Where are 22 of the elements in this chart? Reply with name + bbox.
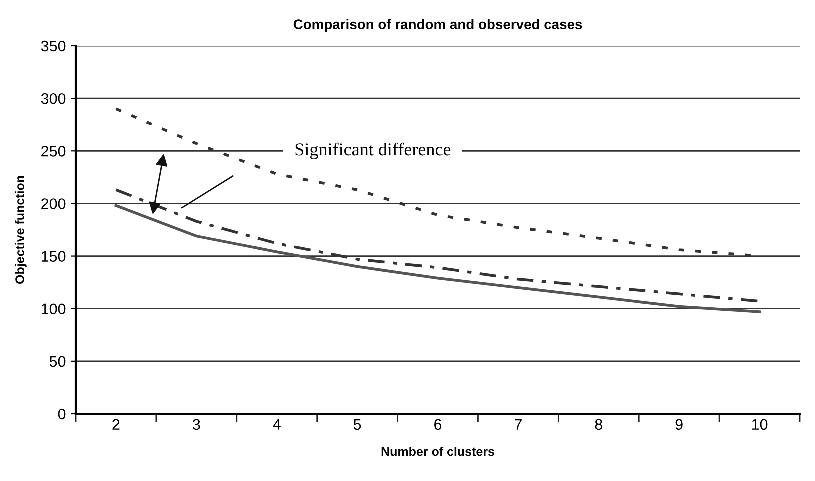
x-tick-label: 10: [752, 419, 768, 430]
x-tick-label: 7: [514, 419, 522, 430]
x-tick-label: 9: [676, 419, 683, 430]
y-tick-label: 200: [42, 198, 66, 210]
line-series: [114, 204, 762, 314]
x-axis-title: Number of clusters: [382, 446, 494, 456]
y-tick-label: 150: [42, 251, 66, 262]
chart-title: Comparison of random and observed cases: [294, 19, 582, 32]
y-tick-label: 350: [41, 40, 66, 52]
x-tick-label: 8: [595, 419, 602, 430]
x-tick-label: 5: [354, 419, 362, 430]
x-tick-label: 2: [112, 419, 120, 430]
y-tick-label: 250: [42, 146, 66, 157]
y-tick-label: 50: [50, 356, 66, 368]
x-tick-label: 3: [193, 419, 200, 430]
annotation: Significant difference: [296, 142, 451, 160]
y-tick-label: 100: [42, 304, 66, 315]
y-axis-title: Objective function: [15, 176, 27, 284]
x-tick-label: 6: [434, 419, 442, 430]
y-tick-label: 300: [41, 93, 66, 104]
x-tick-label: 4: [273, 419, 281, 430]
y-tick-label: 0: [58, 408, 66, 420]
